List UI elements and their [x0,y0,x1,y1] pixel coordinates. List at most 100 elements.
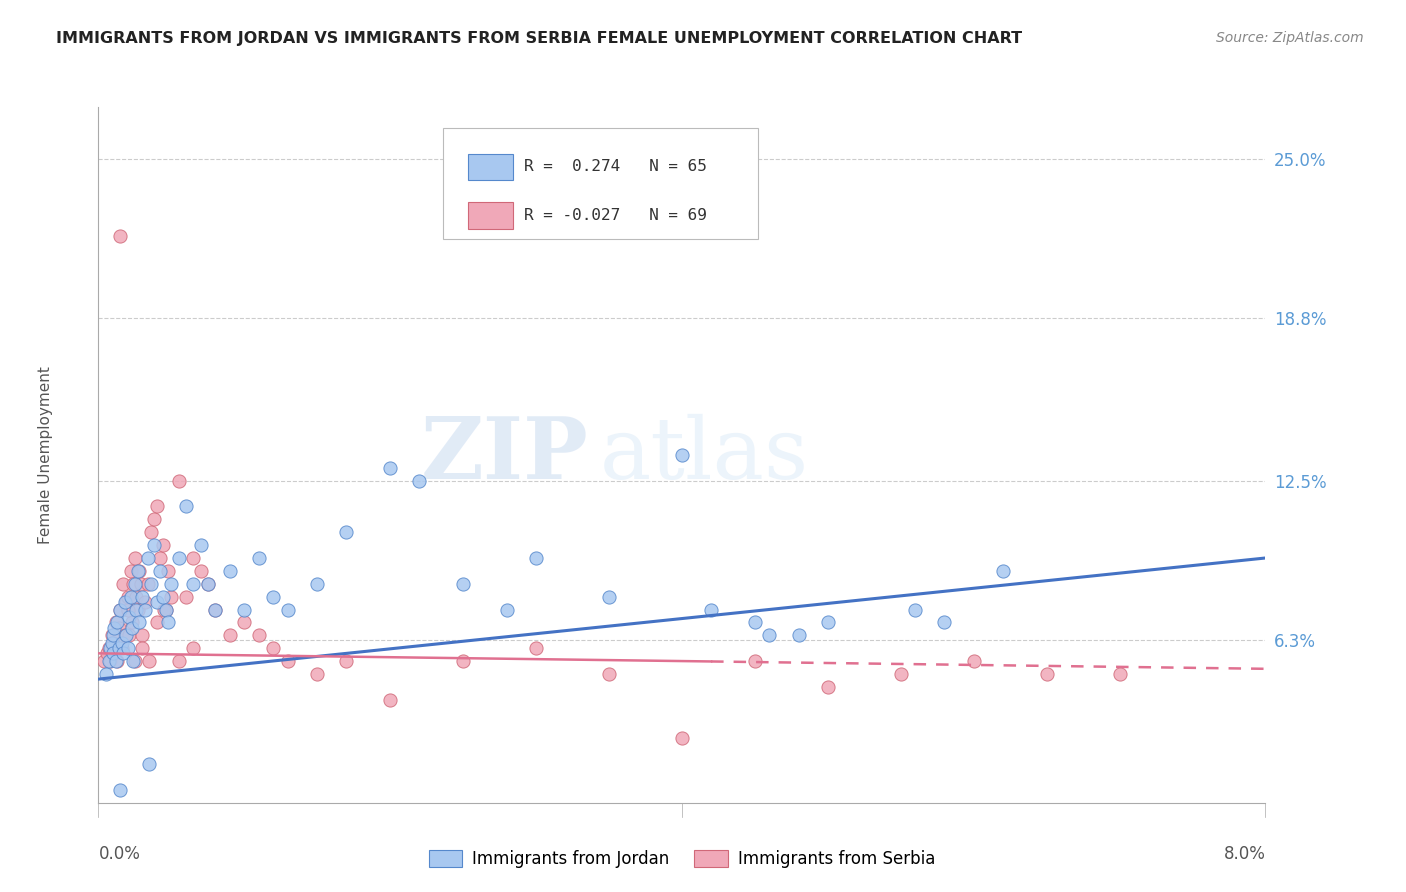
Point [146,615,169,630]
Point [101,646,124,660]
Point [197,576,219,591]
Point [142,512,165,526]
Point [125,602,148,616]
Point [111,641,134,656]
Point [155,602,177,616]
Point [127,564,149,578]
FancyBboxPatch shape [443,128,758,239]
Point [598,667,620,681]
Point [598,590,620,604]
Point [121,621,143,635]
Point [139,576,162,591]
Point [122,576,145,591]
Point [671,448,693,462]
Point [451,654,474,668]
Point [277,602,299,616]
Point [204,602,226,616]
Point [146,595,169,609]
Point [817,615,839,630]
Point [94,667,117,681]
FancyBboxPatch shape [468,153,513,180]
Point [263,641,285,656]
Point [115,595,138,609]
Point [335,654,357,668]
Point [114,628,136,642]
Point [218,564,240,578]
Point [105,615,128,630]
Point [117,590,139,604]
Point [307,667,329,681]
Point [131,641,153,656]
Point [890,667,912,681]
Point [112,576,135,591]
Point [125,590,148,604]
Point [204,602,226,616]
Point [110,602,132,616]
Point [700,602,723,616]
Point [181,551,204,566]
Point [124,551,146,566]
Point [157,564,180,578]
Legend: Immigrants from Jordan, Immigrants from Serbia: Immigrants from Jordan, Immigrants from … [422,843,942,874]
Point [100,628,122,642]
Point [138,757,160,772]
Point [277,654,299,668]
Point [100,636,122,650]
Point [167,551,190,566]
Point [138,654,160,668]
Text: IMMIGRANTS FROM JORDAN VS IMMIGRANTS FROM SERBIA FEMALE UNEMPLOYMENT CORRELATION: IMMIGRANTS FROM JORDAN VS IMMIGRANTS FRO… [56,31,1022,46]
Point [307,576,329,591]
Point [98,654,121,668]
Point [155,602,177,616]
Point [152,590,174,604]
Point [817,680,839,694]
Point [118,628,141,642]
Point [117,641,139,656]
Text: R = -0.027   N = 69: R = -0.027 N = 69 [524,208,707,223]
Point [167,654,190,668]
Point [98,641,121,656]
Point [904,602,927,616]
Point [101,628,124,642]
Point [744,654,766,668]
Point [218,628,240,642]
Point [408,474,430,488]
Point [496,602,519,616]
Point [190,564,212,578]
Point [122,654,145,668]
Point [117,602,139,616]
Point [93,654,115,668]
Text: R =  0.274   N = 65: R = 0.274 N = 65 [524,160,707,174]
Point [758,628,780,642]
Point [134,602,156,616]
Point [524,551,547,566]
Point [247,628,270,642]
Point [136,576,159,591]
Point [115,628,138,642]
Point [671,731,693,746]
Point [110,228,132,243]
Point [120,590,142,604]
Point [114,595,136,609]
Point [934,615,956,630]
Text: Female Unemployment: Female Unemployment [38,366,53,544]
Point [152,538,174,552]
Point [380,692,402,706]
Point [146,500,169,514]
Point [112,646,135,660]
Text: ZIP: ZIP [420,413,589,497]
Point [128,615,150,630]
Point [134,595,156,609]
Point [963,654,986,668]
Point [451,576,474,591]
Text: Source: ZipAtlas.com: Source: ZipAtlas.com [1216,31,1364,45]
Text: 8.0%: 8.0% [1223,845,1265,863]
Point [233,602,256,616]
Point [142,538,165,552]
Point [167,474,190,488]
Point [197,576,219,591]
Point [110,602,132,616]
Point [103,646,125,660]
Point [233,615,256,630]
Point [101,636,124,650]
